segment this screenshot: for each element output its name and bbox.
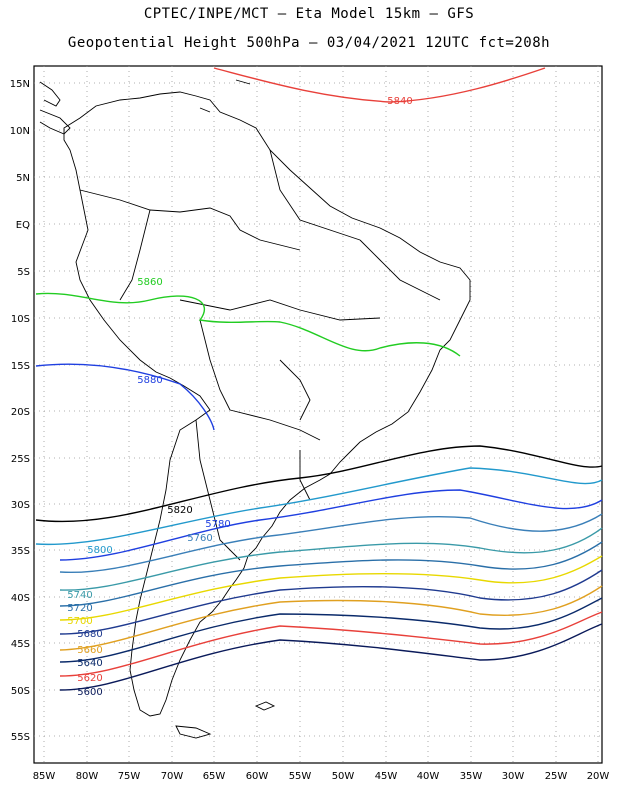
contour-label-5800: 5800: [87, 545, 112, 556]
lon-tick-label: 35W: [460, 771, 483, 782]
lat-tick-label: 40S: [11, 593, 30, 604]
lat-tick-label: 45S: [11, 639, 30, 650]
contour-line-5780: [59, 489, 603, 561]
contour-label-5600: 5600: [77, 687, 102, 698]
contour-line-5860: [35, 292, 461, 357]
lon-tick-label: 20W: [587, 771, 610, 782]
contour-label-5640: 5640: [77, 658, 102, 669]
contour-line-5620: [59, 611, 603, 677]
map-title-line2: Geopotential Height 500hPa – 03/04/2021 …: [67, 35, 551, 51]
lat-tick-label: 5N: [16, 173, 30, 184]
contour-label-5680: 5680: [77, 629, 102, 640]
contour-label-5880: 5880: [137, 375, 162, 386]
lat-tick-label: 55S: [11, 732, 30, 743]
lon-tick-label: 55W: [289, 771, 312, 782]
contour-label-5840: 5840: [387, 96, 412, 107]
lon-tick-label: 65W: [203, 771, 226, 782]
lon-tick-label: 30W: [502, 771, 525, 782]
contour-line-5640: [59, 597, 603, 663]
contour-label-5740: 5740: [67, 590, 92, 601]
contour-label-5820: 5820: [167, 505, 192, 516]
lat-tick-label: 10N: [10, 126, 30, 137]
contour-line-5700: [59, 555, 603, 621]
lon-tick-label: 80W: [76, 771, 99, 782]
lat-tick-label: 5S: [17, 267, 30, 278]
lon-tick-label: 45W: [375, 771, 398, 782]
lat-tick-label: 15N: [10, 79, 30, 90]
contour-label-5780: 5780: [205, 519, 230, 530]
lat-tick-label: EQ: [16, 220, 30, 231]
contour-line-5740: [59, 527, 603, 591]
contour-line-5600: [59, 623, 603, 691]
lat-tick-label: 30S: [11, 500, 30, 511]
contour-label-5660: 5660: [77, 645, 102, 656]
contour-line-5680: [59, 569, 603, 635]
lon-tick-label: 40W: [417, 771, 440, 782]
lon-tick-label: 85W: [33, 771, 56, 782]
lon-tick-label: 75W: [118, 771, 141, 782]
lat-tick-label: 20S: [11, 407, 30, 418]
contour-line-5660: [59, 585, 603, 651]
contour-label-5860: 5860: [137, 277, 162, 288]
contour-label-5760: 5760: [187, 533, 212, 544]
contour-line-5800: [35, 467, 603, 546]
lat-tick-label: 10S: [11, 314, 30, 325]
contour-line-5840: [213, 67, 546, 103]
contour-label-5620: 5620: [77, 673, 102, 684]
lat-tick-label: 35S: [11, 546, 30, 557]
map-title-line1: CPTEC/INPE/MCT – Eta Model 15km – GFS: [143, 6, 475, 22]
lon-tick-label: 50W: [332, 771, 355, 782]
plot-frame: [33, 65, 603, 764]
contour-line-5820: [35, 445, 603, 523]
lat-tick-label: 15S: [11, 361, 30, 372]
contour-line-5720: [59, 541, 603, 607]
lat-tick-label: 50S: [11, 686, 30, 697]
lon-tick-label: 70W: [161, 771, 184, 782]
contour-line-5760: [59, 513, 603, 574]
lat-tick-label: 25S: [11, 454, 30, 465]
contour-label-5700: 5700: [67, 616, 92, 627]
contour-line-5880: [35, 363, 215, 431]
lon-tick-label: 25W: [545, 771, 568, 782]
lon-tick-label: 60W: [246, 771, 269, 782]
contour-label-5720: 5720: [67, 603, 92, 614]
